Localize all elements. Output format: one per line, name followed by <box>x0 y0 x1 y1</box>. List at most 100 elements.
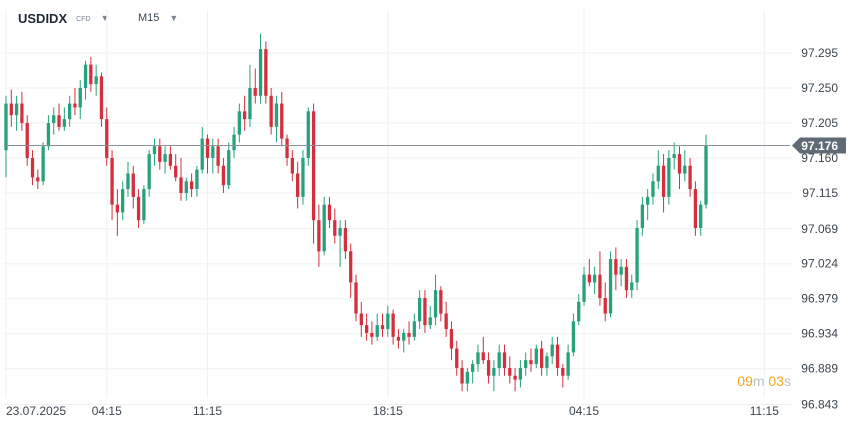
candle-body <box>614 259 618 275</box>
x-axis-tick-label: 18:15 <box>373 404 403 418</box>
x-axis-tick-label: 11:15 <box>750 404 779 418</box>
candle-body <box>433 290 438 318</box>
candle-body <box>375 325 379 337</box>
candle-body <box>301 157 305 197</box>
candle-body <box>9 103 13 116</box>
candle-body <box>423 297 427 326</box>
candle-body <box>391 313 395 337</box>
x-axis-tick-label: 11:15 <box>193 404 222 418</box>
candle-body <box>189 181 194 190</box>
candle-body <box>370 332 374 337</box>
candle-body <box>57 115 61 127</box>
candle-body <box>417 297 422 322</box>
candle-body <box>497 352 501 368</box>
candle-body <box>646 196 650 205</box>
candle-body <box>290 157 295 174</box>
candle-body <box>227 150 231 186</box>
candle-body <box>640 204 645 228</box>
candle-body <box>296 173 300 197</box>
symbol-label: USDIDX <box>18 10 68 26</box>
y-axis-tick-label: 97.295 <box>801 46 838 60</box>
candle-body <box>396 336 401 341</box>
x-axis-tick-label: 04:15 <box>92 404 122 418</box>
candle-body <box>36 177 40 182</box>
candle-body <box>529 360 533 365</box>
candle-body <box>306 111 310 158</box>
x-axis-tick-label: 04:15 <box>569 404 599 418</box>
y-axis-tick-label: 96.843 <box>801 398 838 412</box>
candle-body <box>264 49 268 96</box>
candle-body <box>338 227 342 236</box>
candle-body <box>566 352 570 376</box>
candle-body <box>179 177 183 193</box>
candle-body <box>333 220 337 236</box>
candle-body <box>78 87 82 108</box>
candle-body <box>492 367 496 376</box>
timeframe-dropdown-caret-icon[interactable]: ▼ <box>169 13 179 23</box>
candle-body <box>380 325 385 330</box>
candle-body <box>699 204 703 228</box>
candle-body <box>4 103 8 151</box>
candle-body <box>274 103 279 127</box>
candle-body <box>688 165 692 190</box>
candle-body <box>624 266 629 291</box>
candle-body <box>216 146 220 166</box>
candle-body <box>481 352 485 361</box>
candle-body <box>205 138 210 158</box>
countdown-seconds-unit: s <box>784 373 791 389</box>
candle-body <box>555 344 560 368</box>
y-axis-tick-label: 97.069 <box>801 222 838 236</box>
candle-body <box>693 189 698 228</box>
candle-body <box>221 165 226 186</box>
candle-body <box>465 371 470 384</box>
y-axis-tick-label: 96.979 <box>801 292 838 306</box>
candle-body <box>455 348 459 368</box>
candle-body <box>592 274 597 283</box>
candle-body <box>386 313 390 330</box>
y-axis-tick-label: 97.024 <box>801 257 838 271</box>
candle-body <box>20 103 24 123</box>
y-axis-tick-label: 97.205 <box>801 116 838 130</box>
y-axis-tick-label: 96.934 <box>801 327 838 341</box>
candle-body <box>110 157 114 205</box>
x-axis-tick-label: 23.07.2025 <box>6 404 66 418</box>
symbol-dropdown-caret-icon[interactable]: ▼ <box>100 13 110 23</box>
candle-body <box>94 76 98 85</box>
candle-body <box>105 119 109 158</box>
symbol-selector[interactable]: USDIDX CFD ▼ <box>18 8 109 28</box>
candle-body <box>598 274 602 298</box>
candle-body <box>184 181 188 193</box>
candle-body <box>232 134 236 151</box>
candle-body <box>168 154 173 166</box>
current-price-badge <box>792 137 846 154</box>
candle-body <box>508 367 512 376</box>
candle-body <box>317 220 321 252</box>
candle-body <box>582 274 586 302</box>
candle-body <box>147 154 151 190</box>
candle-body <box>280 103 284 139</box>
candle-body <box>460 367 464 384</box>
candle-body <box>136 196 141 221</box>
candle-body <box>412 321 416 337</box>
candle-body <box>651 181 655 197</box>
candle-body <box>142 189 146 221</box>
candle-body <box>476 352 480 365</box>
candle-body <box>587 274 591 283</box>
candle-body <box>158 146 162 162</box>
candle-body <box>349 251 353 283</box>
candle-body <box>99 76 104 120</box>
candle-body <box>704 145 708 205</box>
candle-body <box>471 364 475 372</box>
candle-body <box>311 111 316 221</box>
candle-body <box>539 348 544 368</box>
timeframe-selector[interactable]: M15 ▼ <box>138 8 178 28</box>
candle-body <box>439 290 443 314</box>
candle-body <box>25 122 29 158</box>
candle-body <box>152 146 157 155</box>
candle-body <box>89 64 93 85</box>
candle-body <box>407 332 411 337</box>
candle-body <box>73 103 77 108</box>
candle-body <box>62 119 66 127</box>
